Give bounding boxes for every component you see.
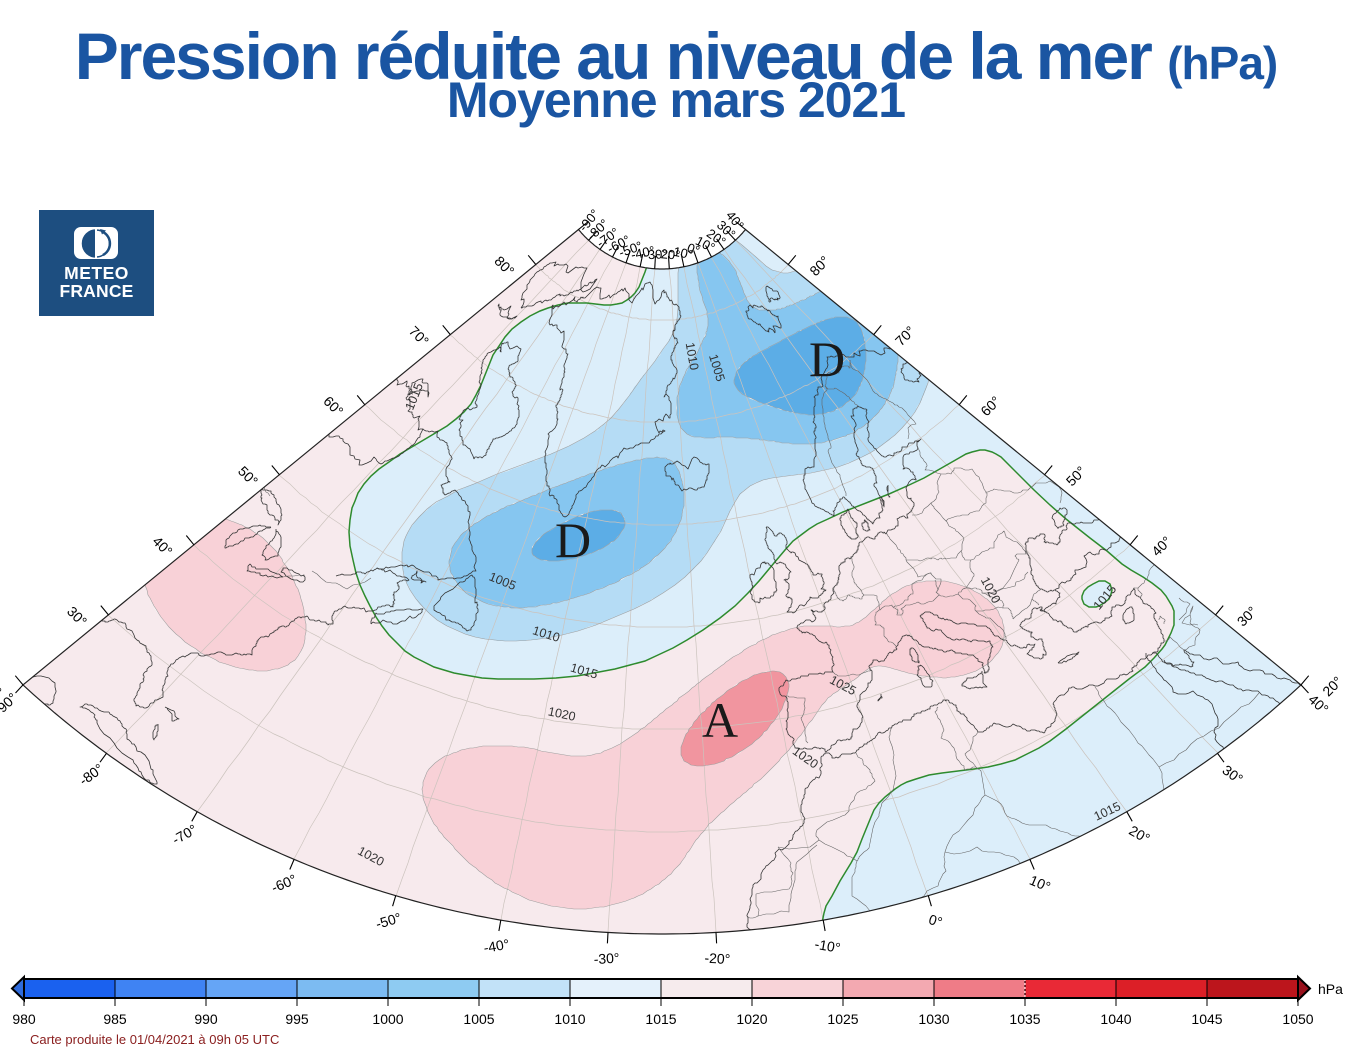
svg-text:-10°: -10° [668, 243, 695, 263]
svg-text:-70°: -70° [169, 821, 199, 848]
svg-text:980: 980 [12, 1011, 36, 1027]
svg-text:-40°: -40° [482, 936, 510, 956]
svg-text:0°: 0° [927, 911, 944, 930]
svg-text:995: 995 [285, 1011, 309, 1027]
svg-text:-30°: -30° [643, 246, 668, 263]
svg-text:1000: 1000 [372, 1011, 403, 1027]
svg-text:1010: 1010 [683, 341, 702, 371]
svg-text:METEO: METEO [64, 263, 129, 283]
svg-text:-40°: -40° [630, 243, 657, 263]
svg-text:hPa: hPa [1318, 981, 1343, 997]
svg-text:1015: 1015 [645, 1011, 676, 1027]
svg-text:1020: 1020 [736, 1011, 767, 1027]
svg-text:1025: 1025 [827, 1011, 858, 1027]
svg-text:-60°: -60° [269, 871, 299, 896]
svg-text:Carte produite le 01/04/2021 à: Carte produite le 01/04/2021 à 09h 05 UT… [30, 1032, 279, 1047]
svg-text:-30°: -30° [593, 950, 620, 967]
svg-text:-20°: -20° [704, 950, 731, 967]
svg-text:D: D [809, 331, 845, 387]
svg-text:1045: 1045 [1191, 1011, 1222, 1027]
svg-text:20°: 20° [1319, 673, 1345, 699]
svg-text:10°: 10° [1027, 872, 1053, 895]
svg-text:985: 985 [103, 1011, 127, 1027]
svg-text:1020: 1020 [547, 704, 577, 723]
svg-text:1005: 1005 [463, 1011, 494, 1027]
svg-text:A: A [702, 692, 738, 748]
svg-text:1030: 1030 [918, 1011, 949, 1027]
svg-text:0°: 0° [685, 240, 702, 258]
svg-text:1010: 1010 [554, 1011, 585, 1027]
svg-text:30°: 30° [64, 603, 90, 629]
svg-text:40°: 40° [149, 533, 175, 559]
svg-text:990: 990 [194, 1011, 218, 1027]
svg-text:50°: 50° [1063, 463, 1089, 489]
svg-text:40°: 40° [1148, 533, 1174, 559]
svg-text:-50°: -50° [374, 909, 403, 932]
svg-text:70°: 70° [406, 323, 432, 349]
svg-text:60°: 60° [977, 393, 1003, 419]
svg-text:50°: 50° [235, 463, 261, 489]
svg-text:30°: 30° [1234, 603, 1260, 629]
svg-text:70°: 70° [892, 323, 918, 349]
svg-text:-80°: -80° [76, 760, 106, 788]
svg-text:60°: 60° [320, 393, 346, 419]
svg-text:80°: 80° [806, 253, 832, 279]
svg-text:1040: 1040 [1100, 1011, 1131, 1027]
svg-text:80°: 80° [491, 253, 517, 279]
svg-text:20°: 20° [1126, 822, 1152, 846]
svg-text:D: D [555, 512, 591, 568]
svg-text:30°: 30° [1220, 762, 1247, 787]
svg-text:-10°: -10° [814, 936, 842, 956]
svg-text:-20°: -20° [656, 246, 681, 263]
svg-text:1035: 1035 [1009, 1011, 1040, 1027]
svg-text:20°: 20° [0, 673, 5, 699]
svg-text:-90°: -90° [0, 689, 20, 718]
svg-text:FRANCE: FRANCE [59, 281, 133, 301]
svg-text:1050: 1050 [1282, 1011, 1313, 1027]
